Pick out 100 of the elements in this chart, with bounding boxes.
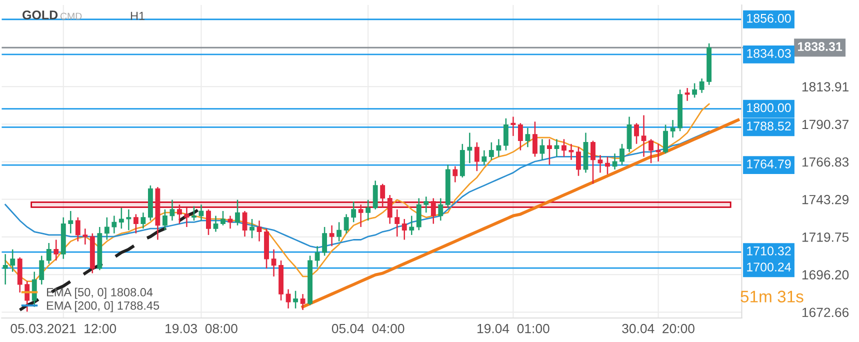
x-tick-label: 19.03 08:00 [166, 324, 238, 334]
candlestick [140, 212, 146, 230]
candlestick [409, 215, 414, 236]
candlestick [198, 204, 204, 222]
candlestick [256, 220, 262, 242]
candlestick [177, 204, 182, 224]
candlestick [228, 215, 233, 230]
candlestick [684, 87, 690, 102]
candlestick [598, 154, 603, 174]
candlestick [286, 288, 291, 310]
x-tick-label: 30.04 20:00 [622, 324, 694, 334]
candlestick [525, 127, 530, 148]
ref-line-label: 1838.31 [798, 42, 842, 51]
candlestick [322, 226, 328, 256]
annotation: H1 [130, 12, 145, 20]
annotation: 51m 31s [740, 290, 804, 302]
ref-line-label: 1710.32 [747, 246, 791, 256]
candlestick [547, 138, 552, 166]
candlestick [220, 210, 226, 226]
candlestick [612, 152, 618, 170]
y-tick-label: 1813.91 [802, 82, 848, 92]
candlestick [416, 198, 422, 231]
x-tick-label: 05.03.2021 12:00 [10, 324, 116, 334]
candlestick [648, 138, 654, 164]
candlestick [24, 280, 30, 312]
candlestick [452, 166, 458, 183]
ref-line-label: 1800.00 [747, 103, 791, 112]
candlestick [482, 150, 487, 166]
candlestick [634, 122, 639, 145]
candlestick [394, 208, 400, 238]
ref-line-label: 1700.24 [747, 262, 791, 272]
candlestick [32, 271, 37, 308]
candlestick [467, 132, 472, 164]
candlestick [510, 116, 516, 137]
candlestick [300, 293, 306, 311]
candlestick [329, 224, 334, 247]
candlestick [503, 118, 508, 151]
candlestick [170, 199, 175, 222]
candlestick [75, 216, 80, 242]
candlestick [620, 143, 624, 166]
candlestick [692, 82, 698, 98]
candlestick [366, 199, 371, 222]
legend-label: EMA [50, 0] 1808.04 [47, 288, 153, 299]
y-tick-label: 1672.66 [802, 308, 849, 318]
candlestick [488, 142, 494, 161]
candlestick [496, 138, 502, 158]
candlestick [293, 290, 298, 310]
candlestick [380, 183, 386, 208]
candlestick [626, 116, 632, 153]
candlestick [104, 216, 110, 240]
candlestick [184, 207, 190, 228]
candlestick [641, 114, 646, 158]
candlestick [46, 242, 52, 264]
candlestick [372, 180, 378, 210]
candlestick [474, 142, 480, 172]
candlestick [314, 246, 320, 268]
candlestick [206, 208, 211, 236]
ref-line-label: 1764.79 [747, 160, 791, 168]
candlestick [430, 198, 436, 224]
candlestick [271, 248, 276, 278]
candlestick [670, 119, 676, 138]
candlestick [336, 222, 342, 242]
candlestick [568, 143, 574, 161]
y-tick-label: 1766.83 [802, 157, 849, 167]
candlestick [554, 138, 560, 158]
candlestick [213, 215, 218, 232]
candlestick [438, 198, 444, 222]
candlestick [699, 78, 704, 94]
ref-line-label: 1788.52 [747, 122, 791, 130]
candlestick [351, 200, 356, 223]
candlestick [2, 253, 8, 286]
candlestick [126, 208, 132, 231]
y-tick-label: 1743.29 [802, 194, 849, 204]
candlestick [532, 120, 538, 158]
annotation: CMD [60, 12, 82, 20]
candlestick [68, 210, 74, 234]
candlestick [242, 210, 248, 238]
candlestick [358, 204, 364, 228]
x-tick-label: 19.04 01:00 [478, 324, 550, 334]
ref-line-label: 1856.00 [747, 14, 791, 23]
legend-label: EMA [200, 0] 1788.45 [47, 301, 160, 312]
candlestick [54, 239, 59, 262]
candlestick [118, 207, 124, 230]
candlestick [562, 138, 566, 158]
candlestick [402, 218, 407, 240]
candlestick [656, 143, 661, 162]
chart-title: GOLD [22, 10, 58, 20]
candlestick [424, 196, 429, 214]
candlestick [518, 122, 523, 151]
candlestick [133, 214, 138, 234]
candlestick [540, 138, 545, 161]
x-tick-label: 05.04 04:00 [332, 324, 404, 334]
y-tick-label: 1719.75 [802, 232, 849, 242]
candlestick [576, 146, 581, 176]
candlestick [10, 248, 16, 272]
y-tick-label: 1790.37 [802, 120, 848, 130]
candlestick [250, 218, 254, 239]
candlestick [235, 199, 240, 226]
ref-line-label: 1834.03 [747, 48, 791, 58]
candlestick [192, 206, 196, 222]
